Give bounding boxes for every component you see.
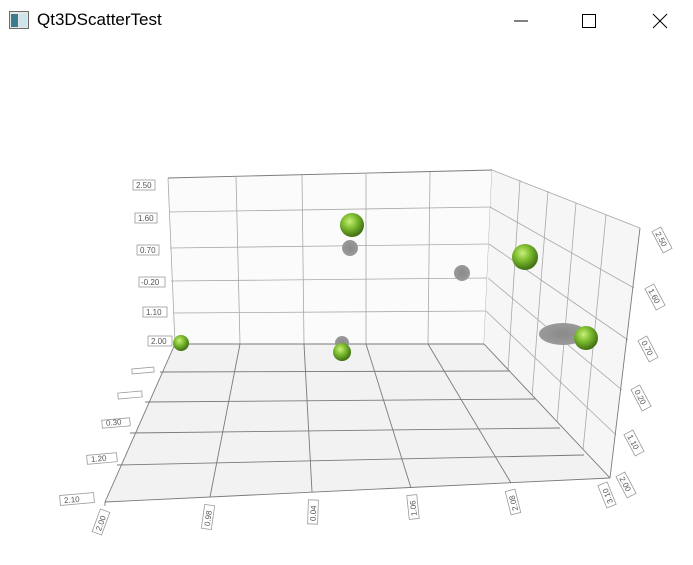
y-tick-label: 0.20	[630, 384, 652, 412]
app-window-icon	[9, 11, 29, 29]
z-axis-labels: 2.10 1.20 0.30	[59, 366, 155, 506]
svg-text:1.60: 1.60	[138, 214, 154, 223]
x-tick-label: 0.98	[200, 503, 216, 531]
maximize-button[interactable]	[566, 0, 612, 42]
close-button[interactable]	[637, 0, 683, 42]
svg-text:0.70: 0.70	[140, 246, 156, 255]
y-tick-label: 1.10	[623, 429, 645, 457]
back-wall	[167, 169, 493, 345]
minimize-button[interactable]	[498, 0, 544, 42]
z-tick-label: 2.10	[59, 492, 95, 506]
scatter-point	[340, 213, 364, 237]
svg-text:1.06: 1.06	[408, 499, 419, 516]
y-tick-label: 1.60	[644, 283, 666, 311]
z-tick-label	[117, 390, 143, 400]
x-tick-label: 2.08	[504, 488, 522, 516]
svg-text:1.10: 1.10	[146, 308, 162, 317]
y-tick-label: 0.70	[637, 335, 659, 363]
scatter-point	[173, 335, 189, 351]
y-tick-label: 2.00	[615, 471, 637, 499]
scatter-point	[333, 343, 351, 361]
y-axis-labels-left: 2.50 1.60 0.70 -0.20 1.10 2.00	[132, 179, 173, 347]
svg-text:2.50: 2.50	[136, 181, 152, 190]
scatter-3d-canvas[interactable]: 2.50 1.60 0.70 -0.20 1.10 2.00	[0, 42, 693, 560]
minimize-icon	[514, 20, 528, 22]
title-bar: Qt3DScatterTest	[0, 0, 693, 42]
svg-text:0.30: 0.30	[106, 417, 123, 427]
x-tick-label: 0.04	[307, 499, 319, 525]
svg-text:1.20: 1.20	[91, 454, 108, 464]
y-tick-label: 2.50	[132, 179, 156, 191]
y-tick-label: 2.00	[147, 335, 173, 347]
x-tick-label: 3.10	[597, 481, 617, 509]
scatter-point	[574, 326, 598, 350]
svg-text:0.04: 0.04	[309, 505, 319, 521]
svg-text:0.98: 0.98	[203, 509, 214, 526]
z-tick-label: 0.30	[101, 417, 131, 429]
svg-text:-0.20: -0.20	[141, 278, 160, 287]
scatter-3d-view[interactable]: 2.50 1.60 0.70 -0.20 1.10 2.00	[0, 42, 693, 560]
x-axis-labels: 2.00 0.98 0.04 1.06 2.08 3.10	[91, 481, 617, 536]
x-tick-label: 2.00	[91, 508, 111, 536]
point-shadow	[454, 265, 470, 281]
svg-text:2.00: 2.00	[151, 337, 167, 346]
maximize-icon	[582, 14, 596, 28]
close-icon	[652, 13, 668, 29]
x-tick-label: 1.06	[406, 494, 420, 520]
floor-grid	[104, 343, 611, 506]
window-title: Qt3DScatterTest	[37, 10, 162, 29]
y-tick-label: 1.10	[142, 306, 168, 318]
z-tick-label	[131, 366, 155, 375]
point-shadow	[342, 240, 358, 256]
svg-text:2.10: 2.10	[64, 495, 81, 505]
y-tick-label: 1.60	[134, 212, 158, 224]
scatter-points	[173, 213, 598, 361]
y-tick-label: 2.50	[651, 226, 673, 254]
y-tick-label: 0.70	[136, 244, 160, 256]
z-tick-label: 1.20	[86, 452, 118, 465]
svg-text:2.08: 2.08	[507, 494, 520, 512]
y-tick-label: -0.20	[138, 276, 166, 288]
scatter-point	[512, 244, 538, 270]
